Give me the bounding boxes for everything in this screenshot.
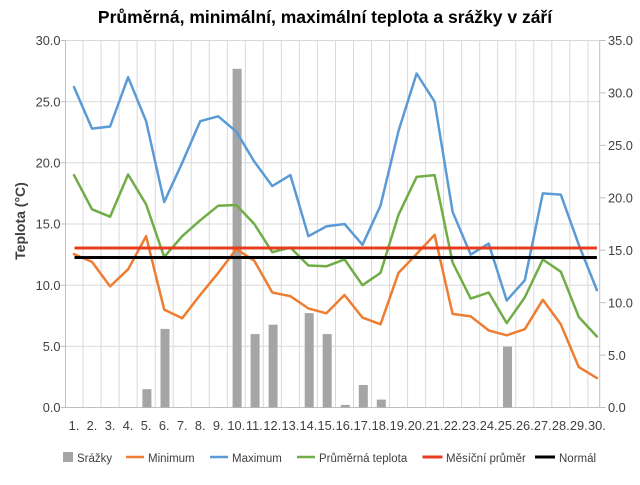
svg-text:20.: 20.: [408, 418, 426, 433]
svg-text:30.0: 30.0: [36, 33, 61, 48]
svg-text:9.: 9.: [213, 418, 224, 433]
svg-text:5.0: 5.0: [608, 348, 626, 363]
svg-text:15.: 15.: [318, 418, 336, 433]
svg-text:29.: 29.: [570, 418, 588, 433]
svg-text:25.: 25.: [498, 418, 516, 433]
svg-text:0.0: 0.0: [43, 400, 61, 415]
svg-text:Průměrná teplota: Průměrná teplota: [319, 453, 408, 465]
svg-text:13.: 13.: [282, 418, 300, 433]
svg-text:10.: 10.: [227, 418, 245, 433]
svg-text:Průměrná, minimální, maximální: Průměrná, minimální, maximální teplota a…: [98, 7, 553, 27]
svg-text:Maximum: Maximum: [232, 453, 282, 465]
svg-text:10.0: 10.0: [36, 278, 61, 293]
svg-text:7.: 7.: [177, 418, 188, 433]
svg-text:Minimum: Minimum: [148, 453, 195, 465]
svg-text:2.: 2.: [87, 418, 98, 433]
svg-text:20.0: 20.0: [608, 191, 633, 206]
svg-text:8.: 8.: [195, 418, 206, 433]
svg-text:10.0: 10.0: [608, 295, 633, 310]
svg-text:19.: 19.: [390, 418, 408, 433]
svg-text:15.0: 15.0: [608, 243, 633, 258]
svg-text:25.0: 25.0: [608, 138, 633, 153]
svg-text:14.: 14.: [300, 418, 318, 433]
svg-text:Srážky: Srážky: [77, 453, 112, 465]
svg-text:6.: 6.: [159, 418, 170, 433]
svg-text:25.0: 25.0: [36, 94, 61, 109]
svg-text:17.: 17.: [354, 418, 372, 433]
svg-text:Měsíční průměr: Měsíční průměr: [446, 453, 526, 465]
svg-text:30.: 30.: [588, 418, 606, 433]
svg-text:18.: 18.: [372, 418, 390, 433]
svg-text:22.: 22.: [444, 418, 462, 433]
svg-text:27.: 27.: [534, 418, 552, 433]
svg-text:0.0: 0.0: [608, 400, 626, 415]
svg-text:15.0: 15.0: [36, 217, 61, 232]
svg-text:1.: 1.: [69, 418, 80, 433]
svg-text:24.: 24.: [480, 418, 498, 433]
svg-text:Normál: Normál: [559, 453, 596, 465]
svg-text:16.: 16.: [336, 418, 354, 433]
svg-text:Teplota (°C): Teplota (°C): [12, 182, 28, 260]
svg-text:3.: 3.: [105, 418, 116, 433]
svg-text:26.: 26.: [516, 418, 534, 433]
svg-text:4.: 4.: [123, 418, 134, 433]
svg-text:21.: 21.: [426, 418, 444, 433]
svg-text:5.: 5.: [141, 418, 152, 433]
svg-text:23.: 23.: [462, 418, 480, 433]
svg-text:20.0: 20.0: [36, 156, 61, 171]
svg-text:11.: 11.: [246, 418, 263, 433]
svg-text:5.0: 5.0: [43, 339, 61, 354]
svg-text:30.0: 30.0: [608, 86, 633, 101]
svg-text:35.0: 35.0: [608, 33, 633, 48]
svg-text:28.: 28.: [552, 418, 570, 433]
svg-text:12.: 12.: [263, 418, 281, 433]
